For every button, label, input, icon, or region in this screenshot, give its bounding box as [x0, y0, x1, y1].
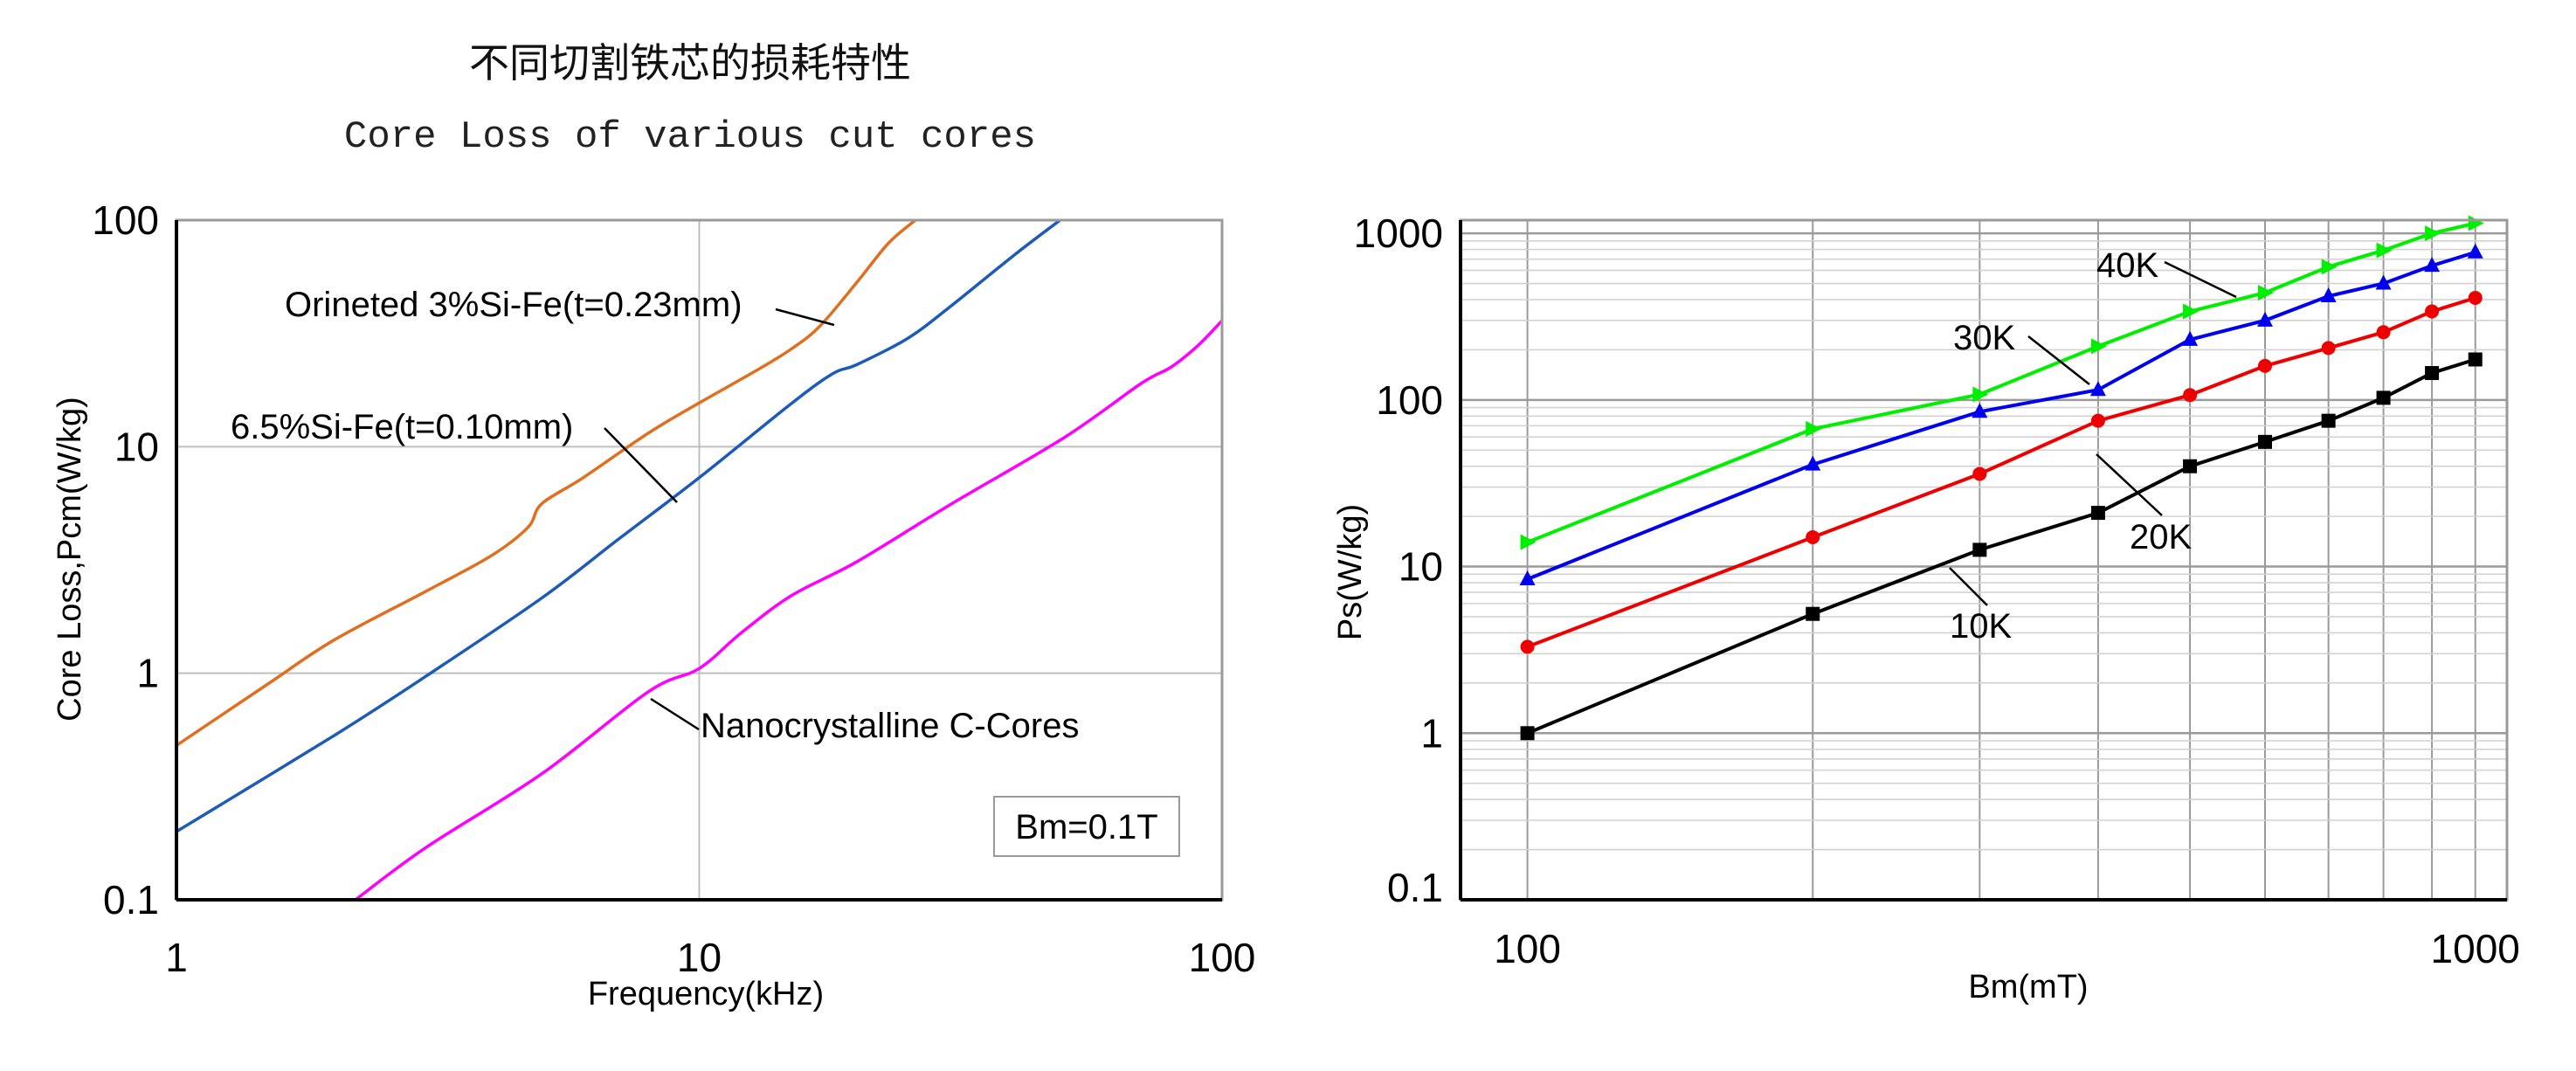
left-y-tick-label: 10	[114, 424, 159, 469]
left-series	[176, 220, 1222, 900]
data-point-10k	[2090, 506, 2105, 521]
data-point-10k	[2183, 459, 2198, 473]
data-point-30k	[2375, 274, 2392, 290]
magenta-curve	[354, 319, 1222, 900]
data-point-10k	[2425, 366, 2440, 381]
data-point-40k	[1520, 534, 1537, 550]
data-point-30k	[2424, 257, 2441, 273]
left-y-tick-label: 0.1	[103, 877, 159, 922]
right-y-tick-label: 1	[1420, 710, 1443, 756]
data-point-40k	[1806, 420, 1822, 437]
data-point-20k	[2183, 388, 2198, 403]
data-point-20k	[2376, 325, 2391, 340]
data-point-20k	[2468, 290, 2483, 305]
data-point-40k	[2257, 285, 2274, 301]
left-x-tick-label: 1	[165, 935, 188, 980]
right-x-tick-label: 1000	[2431, 926, 2520, 971]
series-line-40k	[1526, 221, 2476, 544]
blue-curve	[176, 220, 1061, 833]
right-y-tick-label: 10	[1398, 544, 1443, 590]
magenta-series-label: Nanocrystalline C-Cores	[701, 707, 1079, 745]
data-point-30k	[2182, 330, 2199, 346]
data-point-20k	[2321, 341, 2336, 356]
data-point-10k	[2376, 390, 2391, 405]
data-point-30k	[2256, 311, 2273, 327]
data-point-30k	[2089, 381, 2106, 397]
leader-40k	[2164, 260, 2237, 299]
left-y-tick-label: 100	[92, 197, 159, 243]
data-point-10k	[2257, 434, 2272, 449]
data-point-20k	[2425, 304, 2440, 319]
data-point-20k	[1972, 466, 1987, 481]
leader-30k	[2027, 335, 2090, 385]
series-line-10k	[1526, 357, 2476, 736]
right-series	[1519, 215, 2484, 741]
bm-annotation-box	[993, 796, 1180, 857]
data-point-30k	[1805, 455, 1821, 471]
right-x-axis-label: Bm(mT)	[1968, 969, 2088, 1005]
series-label-20k: 20K	[2130, 518, 2192, 556]
data-point-20k	[1520, 639, 1535, 654]
data-point-40k	[2090, 338, 2107, 355]
data-point-40k	[2183, 303, 2200, 320]
data-point-40k	[2376, 242, 2393, 259]
magenta-leader-line	[650, 697, 700, 731]
data-point-10k	[2468, 352, 2483, 367]
series-label-10k: 10K	[1950, 607, 2012, 646]
series-line-30k	[1526, 250, 2476, 581]
series-label-40k: 40K	[2096, 246, 2158, 285]
left-x-axis-label: Frequency(kHz)	[588, 976, 824, 1012]
series-label-30k: 30K	[1953, 319, 2015, 357]
data-point-40k	[1972, 386, 1989, 403]
chart-title-chinese: 不同切割铁芯的损耗特性	[469, 39, 911, 86]
right-y-tick-label: 100	[1376, 377, 1443, 423]
orange-curve	[176, 220, 917, 747]
orange-leader-line	[775, 307, 835, 327]
right-tick-labels: 100 1000 0.1 1 10 100 1000	[1354, 211, 2520, 971]
data-point-10k	[2321, 413, 2336, 428]
data-point-30k	[1972, 403, 1988, 418]
data-point-10k	[1520, 726, 1535, 741]
series-line-20k	[1526, 296, 2476, 649]
right-x-tick-label: 100	[1494, 926, 1561, 971]
blue-series-label: 6.5%Si-Fe(t=0.10mm)	[231, 408, 573, 446]
data-point-40k	[2425, 225, 2441, 242]
data-point-20k	[2257, 358, 2272, 373]
left-x-tick-label: 100	[1189, 935, 1256, 980]
data-point-20k	[1806, 529, 1820, 544]
data-point-40k	[2321, 259, 2338, 275]
orange-series-label: Orineted 3%Si-Fe(t=0.23mm)	[285, 286, 742, 324]
bm-annotation-text: Bm=0.1T	[1015, 808, 1157, 846]
blue-leader-line	[604, 427, 678, 503]
chart-title-english: Core Loss of various cut cores	[343, 115, 1037, 159]
left-x-tick-label: 10	[677, 935, 722, 980]
data-point-10k	[1972, 542, 1987, 557]
right-y-axis-label: Ps(W/kg)	[1332, 504, 1369, 640]
data-point-30k	[2320, 287, 2337, 302]
right-y-tick-label: 1000	[1354, 211, 1443, 256]
leader-10k	[1949, 567, 1988, 606]
data-point-10k	[1806, 606, 1820, 621]
right-y-tick-label: 0.1	[1387, 865, 1443, 910]
right-chart: 100 1000 0.1 1 10 100 1000 Bm(mT) Ps(W/kg) 40K…	[1332, 211, 2520, 1005]
left-y-tick-label: 1	[136, 651, 159, 696]
data-point-30k	[1519, 570, 1536, 585]
data-point-20k	[2090, 413, 2105, 428]
left-y-axis-label: Core Loss,Pcm(W/kg)	[52, 397, 88, 722]
data-point-30k	[2467, 243, 2483, 259]
leader-20k	[2096, 453, 2163, 516]
right-grid	[1461, 220, 2507, 902]
